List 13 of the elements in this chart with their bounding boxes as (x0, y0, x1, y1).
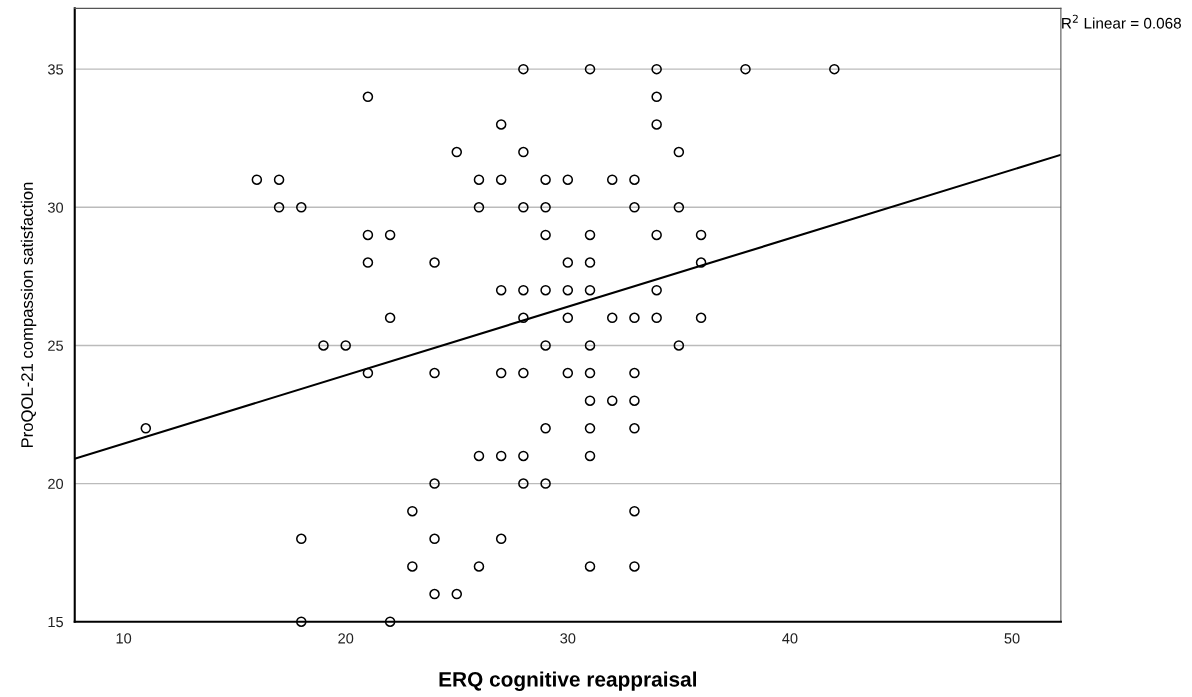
y-tick-label: 35 (47, 64, 64, 75)
y-tick-label: 25 (48, 340, 64, 351)
x-tick-label: 10 (116, 633, 132, 644)
x-axis-title: ERQ cognitive reappraisal (439, 671, 697, 691)
x-tick-label: 40 (782, 633, 798, 644)
x-tick-label: 30 (560, 633, 576, 644)
y-tick-label: 20 (48, 478, 64, 490)
x-tick-label: 50 (1004, 633, 1020, 644)
y-tick-label: 30 (47, 202, 64, 213)
text: R$^{2}$ Linear = 0.068 (1062, 14, 1181, 29)
y-axis-title: ProQOL-21 compassion satisfaction (20, 182, 37, 448)
x-tick-label: 20 (338, 633, 354, 644)
y-tick-label: 15 (48, 616, 64, 628)
